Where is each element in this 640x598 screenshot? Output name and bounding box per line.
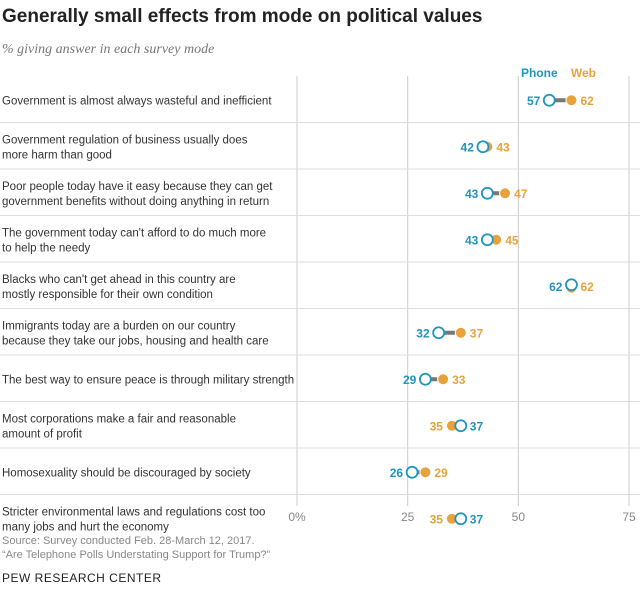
row-label: Government is almost always wasteful and… [2, 95, 272, 107]
row-label: Immigrants today are a burden on our cou… [2, 320, 236, 332]
row-label: The best way to ensure peace is through … [2, 374, 294, 386]
phone-dot [405, 465, 419, 479]
legend-web: Web [571, 66, 596, 80]
x-tick-label: 25 [401, 510, 415, 524]
row-label: mostly responsible for their own conditi… [2, 289, 213, 301]
x-tick-label: 0% [288, 510, 306, 524]
phone-value-label: 43 [465, 187, 479, 201]
phone-value-label: 32 [416, 326, 430, 340]
web-value-label: 62 [580, 280, 594, 294]
phone-value-label: 29 [403, 373, 417, 387]
phone-value-label: 42 [461, 140, 475, 154]
phone-dot [476, 140, 490, 154]
row-label: more harm than good [2, 149, 112, 161]
phone-dot [454, 512, 468, 526]
web-dot [419, 466, 432, 479]
row-label: Government regulation of business usuall… [2, 134, 248, 146]
row-label: to help the needy [2, 242, 90, 254]
row-label: Most corporations make a fair and reason… [2, 413, 236, 425]
web-dot [565, 94, 578, 107]
source-note: Source: Survey conducted Feb. 28-March 1… [2, 535, 255, 547]
web-value-label: 47 [514, 187, 528, 201]
row-label: Stricter environmental laws and regulati… [2, 506, 265, 518]
row-label: Homosexuality should be discouraged by s… [2, 467, 251, 479]
chart-title: Generally small effects from mode on pol… [2, 6, 483, 27]
phone-dot [480, 186, 494, 200]
phone-dot [432, 326, 446, 340]
web-value-label: 62 [580, 94, 594, 108]
legend-phone: Phone [521, 66, 558, 80]
row-label: many jobs and hurt the economy [2, 521, 169, 533]
x-tick-label: 50 [512, 510, 526, 524]
row-label: government benefits without doing anythi… [2, 196, 269, 208]
phone-value-label: 37 [470, 512, 484, 526]
phone-dot [542, 93, 556, 107]
web-dot [499, 187, 512, 200]
organization-name: PEW RESEARCH CENTER [2, 571, 162, 585]
phone-value-label: 57 [527, 94, 541, 108]
phone-value-label: 43 [465, 233, 479, 247]
web-dot [454, 326, 467, 339]
phone-dot [454, 419, 468, 433]
web-dot [437, 373, 450, 386]
phone-value-label: 26 [390, 466, 404, 480]
phone-dot [565, 278, 578, 292]
web-value-label: 29 [434, 466, 448, 480]
web-value-label: 43 [496, 140, 510, 154]
row-label: because they take our jobs, housing and … [2, 335, 269, 347]
web-value-label: 35 [430, 419, 444, 433]
report-title: “Are Telephone Polls Understating Suppor… [2, 549, 271, 561]
x-tick-label: 75 [622, 510, 636, 524]
row-label: amount of profit [2, 428, 83, 440]
row-label: Blacks who can't get ahead in this count… [2, 274, 236, 286]
phone-dot [480, 233, 494, 247]
phone-value-label: 62 [549, 280, 563, 294]
phone-value-label: 37 [470, 419, 484, 433]
row-label: Poor people today have it easy because t… [2, 181, 273, 193]
web-value-label: 37 [470, 326, 484, 340]
web-value-label: 33 [452, 373, 466, 387]
chart-subtitle: % giving answer in each survey mode [2, 42, 215, 57]
phone-dot [418, 372, 432, 386]
web-value-label: 45 [505, 233, 519, 247]
row-label: The government today can't afford to do … [2, 227, 266, 239]
web-value-label: 35 [430, 512, 444, 526]
dot-chart: Phone Web Government is almost always wast… [0, 66, 640, 533]
